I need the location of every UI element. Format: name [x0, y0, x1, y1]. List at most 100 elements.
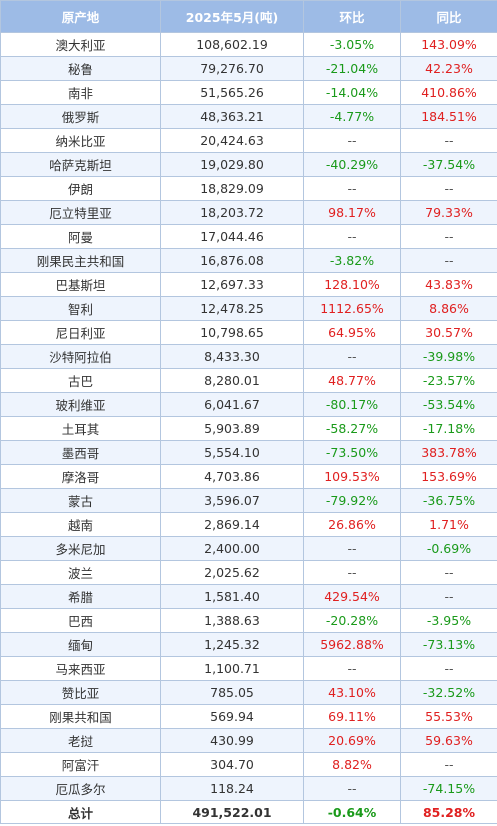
cell-origin: 玻利维亚: [0, 392, 161, 417]
cell-volume: 2,025.62: [160, 560, 304, 585]
table-row: 希腊 1,581.40 429.54% --: [0, 584, 497, 609]
cell-yoy: -3.95%: [400, 608, 497, 633]
cell-origin: 俄罗斯: [0, 104, 161, 129]
total-label: 总计: [0, 800, 161, 824]
cell-origin: 多米尼加: [0, 536, 161, 561]
cell-origin: 越南: [0, 512, 161, 537]
cell-volume: 5,554.10: [160, 440, 304, 465]
cell-yoy: --: [400, 656, 497, 681]
cell-volume: 10,798.65: [160, 320, 304, 345]
cell-mom: --: [303, 776, 401, 801]
cell-yoy: 383.78%: [400, 440, 497, 465]
cell-yoy: -0.69%: [400, 536, 497, 561]
cell-volume: 569.94: [160, 704, 304, 729]
cell-yoy: -39.98%: [400, 344, 497, 369]
cell-origin: 巴基斯坦: [0, 272, 161, 297]
cell-mom: -79.92%: [303, 488, 401, 513]
cell-origin: 马来西亚: [0, 656, 161, 681]
cell-yoy: 30.57%: [400, 320, 497, 345]
table-row: 蒙古 3,596.07 -79.92% -36.75%: [0, 488, 497, 513]
header-row: 原产地 2025年5月(吨) 环比 同比: [0, 0, 497, 33]
cell-origin: 蒙古: [0, 488, 161, 513]
cell-yoy: 143.09%: [400, 32, 497, 57]
cell-volume: 785.05: [160, 680, 304, 705]
cell-volume: 5,903.89: [160, 416, 304, 441]
table-row: 巴西 1,388.63 -20.28% -3.95%: [0, 608, 497, 633]
table-row: 澳大利亚 108,602.19 -3.05% 143.09%: [0, 32, 497, 57]
cell-mom: -21.04%: [303, 56, 401, 81]
cell-origin: 澳大利亚: [0, 32, 161, 57]
cell-mom: 64.95%: [303, 320, 401, 345]
table-header: 原产地 2025年5月(吨) 环比 同比: [0, 0, 497, 33]
table-row: 土耳其 5,903.89 -58.27% -17.18%: [0, 416, 497, 441]
cell-origin: 缅甸: [0, 632, 161, 657]
cell-volume: 1,100.71: [160, 656, 304, 681]
cell-mom: --: [303, 656, 401, 681]
cell-yoy: --: [400, 584, 497, 609]
cell-yoy: --: [400, 560, 497, 585]
cell-origin: 阿富汗: [0, 752, 161, 777]
cell-origin: 厄立特里亚: [0, 200, 161, 225]
cell-origin: 老挝: [0, 728, 161, 753]
table-row: 沙特阿拉伯 8,433.30 -- -39.98%: [0, 344, 497, 369]
table-row: 缅甸 1,245.32 5962.88% -73.13%: [0, 632, 497, 657]
total-mom: -0.64%: [303, 800, 401, 824]
cell-yoy: 184.51%: [400, 104, 497, 129]
cell-mom: 98.17%: [303, 200, 401, 225]
table-row: 刚果共和国 569.94 69.11% 55.53%: [0, 704, 497, 729]
table-row: 古巴 8,280.01 48.77% -23.57%: [0, 368, 497, 393]
cell-origin: 尼日利亚: [0, 320, 161, 345]
cell-origin: 阿曼: [0, 224, 161, 249]
cell-volume: 18,203.72: [160, 200, 304, 225]
cell-origin: 希腊: [0, 584, 161, 609]
cell-volume: 2,400.00: [160, 536, 304, 561]
cell-mom: -3.82%: [303, 248, 401, 273]
cell-yoy: 42.23%: [400, 56, 497, 81]
cell-origin: 沙特阿拉伯: [0, 344, 161, 369]
cell-mom: 1112.65%: [303, 296, 401, 321]
cell-volume: 12,697.33: [160, 272, 304, 297]
header-origin: 原产地: [0, 0, 161, 33]
cell-volume: 430.99: [160, 728, 304, 753]
cell-mom: 5962.88%: [303, 632, 401, 657]
table-row: 哈萨克斯坦 19,029.80 -40.29% -37.54%: [0, 152, 497, 177]
cell-volume: 1,581.40: [160, 584, 304, 609]
cell-origin: 南非: [0, 80, 161, 105]
cell-mom: 8.82%: [303, 752, 401, 777]
header-yoy: 同比: [400, 0, 497, 33]
cell-origin: 哈萨克斯坦: [0, 152, 161, 177]
cell-yoy: -53.54%: [400, 392, 497, 417]
cell-yoy: --: [400, 752, 497, 777]
cell-yoy: 59.63%: [400, 728, 497, 753]
cell-origin: 刚果共和国: [0, 704, 161, 729]
cell-mom: -20.28%: [303, 608, 401, 633]
cell-mom: -14.04%: [303, 80, 401, 105]
cell-volume: 19,029.80: [160, 152, 304, 177]
cell-yoy: 153.69%: [400, 464, 497, 489]
cell-mom: 109.53%: [303, 464, 401, 489]
cell-yoy: --: [400, 176, 497, 201]
cell-mom: --: [303, 560, 401, 585]
table-row: 多米尼加 2,400.00 -- -0.69%: [0, 536, 497, 561]
header-volume: 2025年5月(吨): [160, 0, 304, 33]
cell-volume: 48,363.21: [160, 104, 304, 129]
cell-origin: 墨西哥: [0, 440, 161, 465]
cell-yoy: 55.53%: [400, 704, 497, 729]
cell-mom: 43.10%: [303, 680, 401, 705]
cell-volume: 1,245.32: [160, 632, 304, 657]
cell-volume: 108,602.19: [160, 32, 304, 57]
table-row: 厄立特里亚 18,203.72 98.17% 79.33%: [0, 200, 497, 225]
cell-yoy: 43.83%: [400, 272, 497, 297]
header-mom: 环比: [303, 0, 401, 33]
cell-origin: 厄瓜多尔: [0, 776, 161, 801]
cell-yoy: -74.15%: [400, 776, 497, 801]
cell-yoy: -23.57%: [400, 368, 497, 393]
table-row: 阿曼 17,044.46 -- --: [0, 224, 497, 249]
total-volume: 491,522.01: [160, 800, 304, 824]
cell-volume: 79,276.70: [160, 56, 304, 81]
cell-origin: 巴西: [0, 608, 161, 633]
cell-origin: 刚果民主共和国: [0, 248, 161, 273]
cell-yoy: -37.54%: [400, 152, 497, 177]
cell-volume: 6,041.67: [160, 392, 304, 417]
